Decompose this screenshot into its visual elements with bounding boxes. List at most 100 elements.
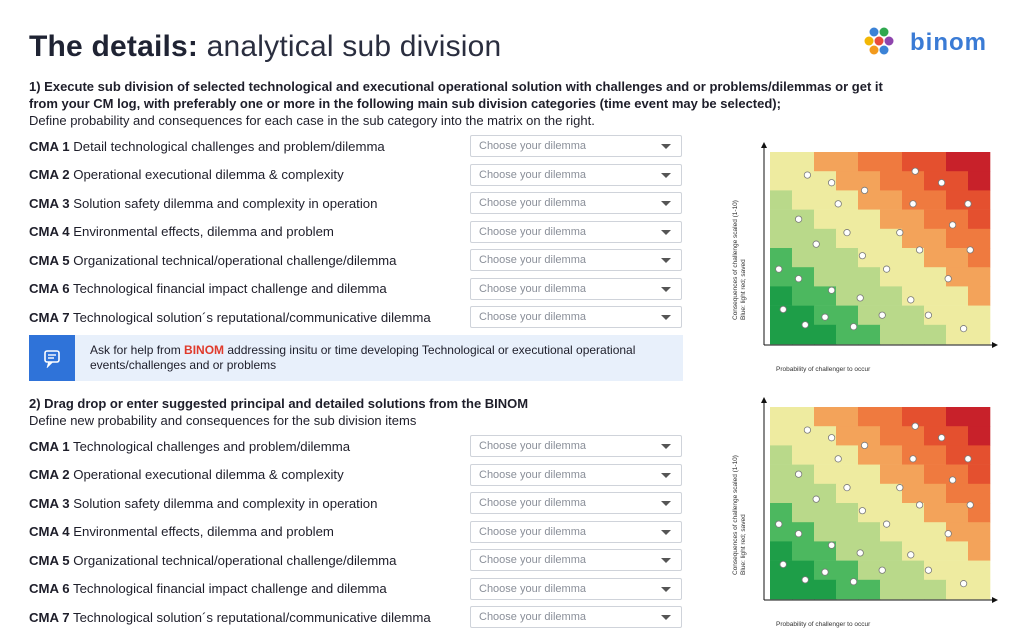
matrix-cell[interactable] <box>792 445 815 465</box>
matrix-cell[interactable] <box>770 426 793 446</box>
matrix-cell[interactable] <box>814 152 837 172</box>
matrix-marker[interactable] <box>916 246 924 254</box>
matrix-marker[interactable] <box>850 578 858 586</box>
matrix-cell[interactable] <box>946 267 969 287</box>
matrix-cell[interactable] <box>792 190 815 210</box>
matrix-cell[interactable] <box>836 152 859 172</box>
matrix-cell[interactable] <box>946 541 969 561</box>
dilemma-dropdown[interactable]: Choose your dilemma <box>470 520 682 543</box>
matrix-marker[interactable] <box>949 476 957 484</box>
dilemma-dropdown[interactable]: Choose your dilemma <box>470 435 682 457</box>
matrix-cell[interactable] <box>902 171 925 191</box>
matrix-cell[interactable] <box>968 209 991 230</box>
matrix-marker[interactable] <box>861 186 869 195</box>
matrix-cell[interactable] <box>968 560 991 581</box>
matrix-marker[interactable] <box>812 240 820 248</box>
risk-matrix-bottom[interactable]: Consequences of challenge scaled (1-10) B… <box>730 395 1000 635</box>
matrix-cell[interactable] <box>902 426 925 446</box>
matrix-cell[interactable] <box>924 286 947 306</box>
matrix-cell[interactable] <box>792 228 815 249</box>
matrix-cell[interactable] <box>968 248 991 268</box>
matrix-cell[interactable] <box>792 248 815 268</box>
risk-matrix-grid[interactable] <box>730 140 1000 380</box>
matrix-cell[interactable] <box>946 248 969 268</box>
matrix-cell[interactable] <box>792 503 815 523</box>
matrix-cell[interactable] <box>770 190 793 210</box>
help-box[interactable]: Ask for help from BINOM addressing insit… <box>29 335 683 381</box>
matrix-marker[interactable] <box>861 441 869 450</box>
matrix-cell[interactable] <box>792 324 815 345</box>
matrix-cell[interactable] <box>902 209 925 230</box>
matrix-cell[interactable] <box>858 541 881 561</box>
matrix-cell[interactable] <box>792 209 815 230</box>
matrix-cell[interactable] <box>858 190 881 210</box>
matrix-cell[interactable] <box>946 560 969 581</box>
matrix-cell[interactable] <box>968 541 991 561</box>
matrix-cell[interactable] <box>858 209 881 230</box>
matrix-marker[interactable] <box>944 275 952 283</box>
matrix-cell[interactable] <box>792 171 815 191</box>
dilemma-dropdown[interactable]: Choose your dilemma <box>470 249 682 271</box>
matrix-marker[interactable] <box>964 455 972 463</box>
matrix-cell[interactable] <box>946 503 969 523</box>
matrix-marker[interactable] <box>801 576 809 584</box>
matrix-cell[interactable] <box>924 152 947 172</box>
matrix-marker[interactable] <box>775 265 783 273</box>
matrix-marker[interactable] <box>896 229 904 237</box>
matrix-cell[interactable] <box>902 522 925 542</box>
matrix-cell[interactable] <box>814 407 837 427</box>
matrix-marker[interactable] <box>779 305 787 314</box>
matrix-cell[interactable] <box>880 190 903 210</box>
matrix-cell[interactable] <box>968 171 991 191</box>
matrix-cell[interactable] <box>880 445 903 465</box>
matrix-marker[interactable] <box>821 313 829 321</box>
matrix-cell[interactable] <box>968 324 991 345</box>
matrix-marker[interactable] <box>821 568 829 576</box>
matrix-cell[interactable] <box>814 522 837 542</box>
matrix-cell[interactable] <box>814 579 837 600</box>
matrix-marker[interactable] <box>828 541 836 549</box>
matrix-cell[interactable] <box>792 267 815 287</box>
matrix-marker[interactable] <box>856 294 864 302</box>
matrix-cell[interactable] <box>858 464 881 485</box>
matrix-cell[interactable] <box>924 579 947 600</box>
matrix-cell[interactable] <box>792 579 815 600</box>
matrix-cell[interactable] <box>792 286 815 306</box>
matrix-cell[interactable] <box>968 445 991 465</box>
matrix-cell[interactable] <box>902 305 925 326</box>
matrix-cell[interactable] <box>902 445 925 465</box>
matrix-cell[interactable] <box>924 190 947 210</box>
matrix-marker[interactable] <box>878 311 886 319</box>
matrix-cell[interactable] <box>836 407 859 427</box>
dilemma-dropdown[interactable]: Choose your dilemma <box>470 306 682 328</box>
matrix-marker[interactable] <box>909 200 917 208</box>
dilemma-dropdown[interactable]: Choose your dilemma <box>470 463 682 486</box>
dilemma-dropdown[interactable]: Choose your dilemma <box>470 549 682 571</box>
matrix-cell[interactable] <box>836 483 859 504</box>
matrix-cell[interactable] <box>770 324 793 345</box>
matrix-cell[interactable] <box>792 305 815 326</box>
matrix-cell[interactable] <box>770 464 793 485</box>
matrix-cell[interactable] <box>836 286 859 306</box>
matrix-cell[interactable] <box>858 228 881 249</box>
matrix-cell[interactable] <box>924 228 947 249</box>
matrix-cell[interactable] <box>946 522 969 542</box>
matrix-cell[interactable] <box>924 324 947 345</box>
matrix-marker[interactable] <box>828 434 836 442</box>
matrix-marker[interactable] <box>834 200 842 208</box>
matrix-cell[interactable] <box>814 190 837 210</box>
matrix-cell[interactable] <box>968 483 991 504</box>
dilemma-dropdown[interactable]: Choose your dilemma <box>470 492 682 514</box>
matrix-marker[interactable] <box>858 507 866 515</box>
matrix-cell[interactable] <box>924 267 947 287</box>
matrix-cell[interactable] <box>814 464 837 485</box>
matrix-cell[interactable] <box>946 152 969 172</box>
matrix-marker[interactable] <box>964 200 972 208</box>
dilemma-dropdown[interactable]: Choose your dilemma <box>470 192 682 214</box>
matrix-marker[interactable] <box>966 501 974 509</box>
matrix-cell[interactable] <box>924 209 947 230</box>
matrix-marker[interactable] <box>843 229 851 237</box>
matrix-cell[interactable] <box>880 324 903 345</box>
matrix-cell[interactable] <box>946 483 969 504</box>
matrix-cell[interactable] <box>902 560 925 581</box>
